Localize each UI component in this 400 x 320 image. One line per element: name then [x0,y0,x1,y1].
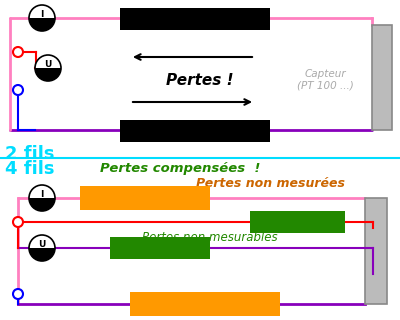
FancyBboxPatch shape [365,198,387,304]
FancyBboxPatch shape [120,120,270,142]
FancyBboxPatch shape [250,211,345,233]
Wedge shape [29,18,55,31]
Text: Pertes non mesurées: Pertes non mesurées [196,177,344,190]
Text: Pertes !: Pertes ! [166,73,234,87]
FancyBboxPatch shape [130,292,280,316]
Circle shape [29,185,55,211]
Wedge shape [29,198,55,211]
Text: 2 fils: 2 fils [5,145,54,163]
Text: U: U [38,240,46,249]
Circle shape [29,235,55,261]
Text: I: I [40,10,44,19]
FancyBboxPatch shape [372,25,392,130]
Circle shape [13,289,23,299]
FancyBboxPatch shape [110,237,210,259]
Text: Pertes compensées  !: Pertes compensées ! [100,162,260,175]
Wedge shape [35,68,61,81]
Circle shape [13,85,23,95]
Wedge shape [29,248,55,261]
Text: U: U [44,60,52,68]
Text: Capteur
(PT 100 ...): Capteur (PT 100 ...) [297,69,353,91]
Circle shape [35,55,61,81]
Circle shape [13,217,23,227]
FancyBboxPatch shape [80,186,210,210]
Text: I: I [40,189,44,199]
Text: 4 fils: 4 fils [5,160,54,178]
Circle shape [13,47,23,57]
Text: Pertes non mesurables: Pertes non mesurables [142,231,278,244]
FancyBboxPatch shape [120,8,270,30]
Circle shape [29,5,55,31]
